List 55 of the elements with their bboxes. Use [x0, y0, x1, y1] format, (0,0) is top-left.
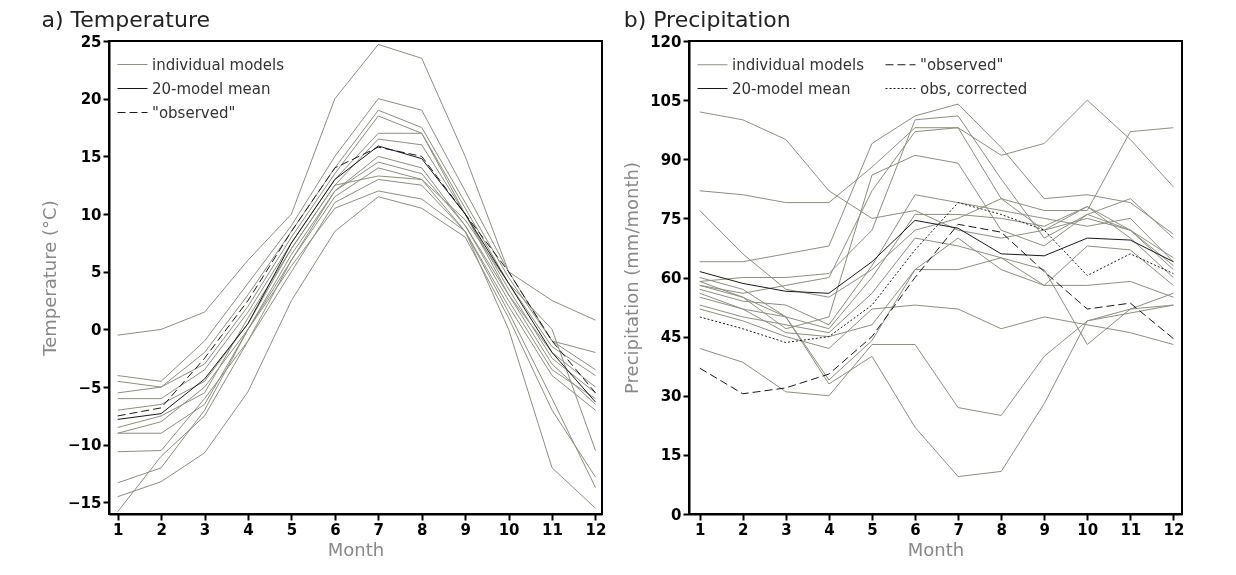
x-tick-label: 3: [199, 520, 211, 539]
y-tick-label: −10: [68, 436, 102, 455]
y-tick-label: −5: [78, 378, 102, 397]
x-tick-label: 12: [1163, 520, 1185, 539]
x-tick-label: 4: [243, 520, 254, 539]
x-tick-label: 9: [460, 520, 471, 539]
x-tick-label: 4: [824, 520, 835, 539]
y-tick-label: 30: [660, 387, 682, 406]
y-tick-label: −15: [68, 493, 102, 512]
x-tick-label: 5: [286, 520, 298, 539]
x-tick-label: 12: [585, 520, 607, 539]
x-tick-label: 1: [112, 520, 124, 539]
legend-label: 20-model mean: [152, 79, 271, 98]
x-tick-label: 8: [996, 520, 1007, 539]
y-tick-label: 20: [80, 90, 102, 109]
x-tick-label: 6: [910, 520, 921, 539]
legend-label: individual models: [732, 55, 865, 74]
x-tick-label: 5: [867, 520, 878, 539]
y-tick-label: 105: [650, 91, 682, 110]
y-tick-label: 90: [660, 150, 682, 169]
x-tick-label: 2: [738, 520, 749, 539]
x-tick-label: 11: [1120, 520, 1142, 539]
y-tick-label: 0: [671, 505, 682, 524]
legend-label: obs, corrected: [920, 79, 1028, 98]
x-axis-title: Month: [327, 538, 385, 560]
chart-title: b) Precipitation: [623, 7, 791, 32]
y-tick-label: 15: [80, 147, 102, 166]
y-axis-title: Precipitation (mm/month): [621, 162, 643, 394]
x-tick-label: 7: [373, 520, 385, 539]
y-tick-label: 75: [660, 209, 682, 228]
x-tick-label: 1: [695, 520, 706, 539]
y-tick-label: 10: [80, 205, 102, 224]
x-tick-label: 10: [498, 520, 520, 539]
legend-label: individual models: [152, 55, 285, 74]
y-tick-label: 60: [660, 269, 682, 287]
legend-label: "observed": [152, 103, 236, 122]
x-axis-title: Month: [907, 538, 965, 560]
x-tick-label: 3: [781, 520, 792, 539]
y-tick-label: 45: [660, 328, 682, 347]
x-tick-label: 7: [953, 520, 964, 539]
chart-title: a) Temperature: [41, 7, 210, 32]
x-tick-label: 6: [330, 520, 341, 539]
x-tick-label: 8: [417, 520, 428, 539]
x-tick-label: 11: [542, 520, 563, 539]
y-tick-label: 0: [91, 320, 102, 339]
x-tick-label: 2: [156, 520, 167, 539]
y-tick-label: 120: [650, 32, 682, 51]
y-tick-label: 15: [660, 446, 682, 465]
y-axis-title: Temperature (°C): [39, 200, 61, 357]
legend-label: 20-model mean: [732, 79, 851, 98]
legend-label: "observed": [920, 55, 1004, 74]
x-tick-label: 10: [1077, 520, 1099, 539]
x-tick-label: 9: [1039, 520, 1050, 539]
y-tick-label: 25: [80, 32, 102, 51]
y-tick-label: 5: [91, 263, 102, 282]
